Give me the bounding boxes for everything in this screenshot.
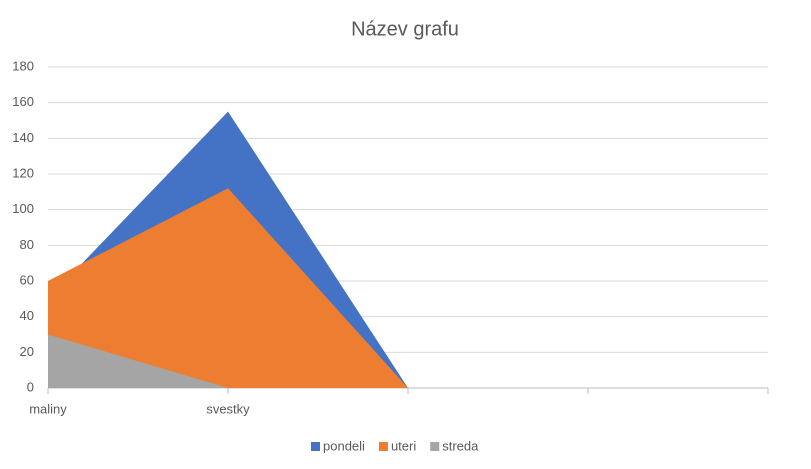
y-tick-label: 100 [12, 201, 34, 216]
y-tick-label: 140 [12, 130, 34, 145]
y-tick-label: 40 [20, 308, 34, 323]
x-tick-label: maliny [29, 401, 67, 416]
y-tick-label: 0 [27, 379, 34, 394]
y-tick-label: 80 [20, 237, 34, 252]
area [48, 188, 408, 388]
legend-swatch [378, 442, 388, 451]
y-tick-label: 160 [12, 94, 34, 109]
y-tick-label: 60 [20, 272, 34, 287]
x-tick-label: svestky [206, 401, 250, 416]
y-tick-label: 180 [12, 58, 34, 73]
legend-swatch [430, 442, 440, 451]
legend-swatch [311, 442, 320, 451]
chart-title: Název grafu [351, 18, 459, 40]
y-tick-label: 120 [12, 165, 34, 180]
legend-label: streda [442, 438, 479, 453]
y-tick-label: 20 [20, 344, 34, 359]
legend-label: uteri [391, 438, 416, 453]
area [48, 334, 408, 388]
legend-label: pondeli [323, 438, 365, 453]
